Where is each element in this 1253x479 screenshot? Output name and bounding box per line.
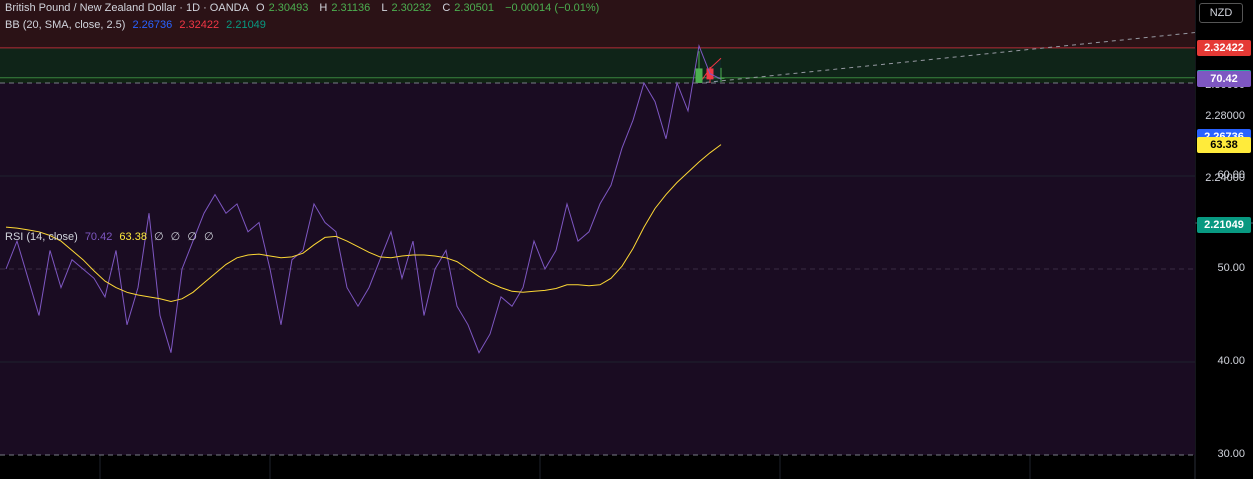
bb-basis-value: 2.26736 (132, 19, 173, 31)
bb-upper-value: 2.32422 (179, 19, 220, 31)
price-axis-tag-3: 2.21049 (1197, 217, 1251, 234)
close-number: 2.30501 (454, 2, 495, 14)
bb-label: BB (20, SMA, close, 2.5) (5, 19, 126, 31)
rsi-axis-tick-1: 60.00 (1217, 169, 1245, 181)
bb-legend[interactable]: BB (20, SMA, close, 2.5) 2.26736 2.32422… (5, 19, 270, 31)
close-label: C (442, 2, 451, 14)
rsi-extra-1: ∅ (170, 231, 181, 243)
rsi-ma-value: 63.38 (119, 231, 147, 243)
close-value: C 2.30501 (442, 2, 498, 14)
low-label: L (381, 2, 388, 14)
high-label: H (319, 2, 328, 14)
low-number: 2.30232 (391, 2, 432, 14)
rsi-value: 70.42 (84, 231, 113, 243)
price-axis-tag-0: 2.32422 (1197, 39, 1251, 56)
high-number: 2.31136 (331, 2, 371, 14)
currency-button[interactable]: NZD (1199, 3, 1243, 23)
low-value: L 2.30232 (381, 2, 435, 14)
rsi-axis-tag-1: 63.38 (1197, 136, 1251, 153)
change-value: −0.00014 (−0.01%) (505, 2, 600, 14)
rsi-axis-tick-3: 40.00 (1217, 355, 1245, 367)
rsi-extra-2: ∅ (187, 231, 197, 243)
rsi-extra-3: ∅ (203, 231, 214, 243)
bb-lower-value: 2.21049 (226, 19, 266, 31)
rsi-label: RSI (14, close) (5, 231, 78, 243)
rsi-line (5, 43, 722, 354)
rsi-axis-tick-2: 50.00 (1217, 262, 1245, 274)
zone-above-upper (0, 0, 1195, 48)
symbol-title: British Pound / New Zealand Dollar · 1D … (5, 2, 249, 14)
symbol-legend: British Pound / New Zealand Dollar · 1D … (5, 2, 603, 14)
candle-body-65 (717, 77, 725, 79)
zone-upper-to-last (0, 47, 1195, 78)
high-value: H 2.31136 (319, 2, 374, 14)
open-number: 2.30493 (268, 2, 309, 14)
price-axis-tick-4: 2.24000 (1205, 172, 1245, 185)
open-value: O 2.30493 (256, 2, 312, 14)
rsi-series (0, 43, 1195, 456)
rsi-extra-0: ∅ (154, 231, 164, 243)
open-label: O (256, 2, 265, 14)
rsi-ma-line (5, 144, 722, 303)
price-axis-tick-2: 2.28000 (1205, 109, 1245, 122)
rsi-legend[interactable]: RSI (14, close) 70.42 63.38 ∅ ∅ ∅ ∅ (5, 230, 218, 243)
rsi-axis-tick-4: 30.00 (1217, 448, 1245, 460)
rsi-axis-tag-0: 70.42 (1197, 71, 1251, 88)
